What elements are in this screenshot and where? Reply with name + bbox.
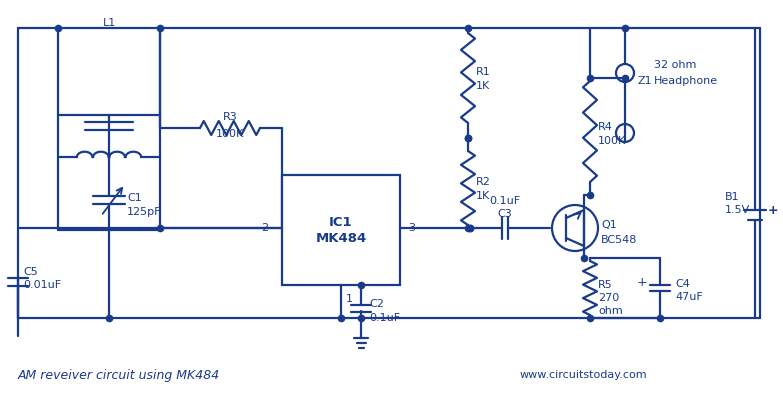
Text: 1K: 1K xyxy=(476,191,490,201)
Text: IC1: IC1 xyxy=(329,216,353,229)
Text: R4: R4 xyxy=(598,122,613,132)
Text: BC548: BC548 xyxy=(601,235,637,245)
Text: C4: C4 xyxy=(675,279,690,289)
Text: 32 ohm: 32 ohm xyxy=(654,60,696,70)
Text: 2: 2 xyxy=(261,223,268,233)
Text: MK484: MK484 xyxy=(316,231,366,245)
Text: 0.1uF: 0.1uF xyxy=(489,196,521,206)
Text: AM reveiver circuit using MK484: AM reveiver circuit using MK484 xyxy=(18,369,220,382)
Text: 0.01uF: 0.01uF xyxy=(23,280,61,290)
Text: 3: 3 xyxy=(408,223,415,233)
Text: R1: R1 xyxy=(476,67,491,77)
Text: +: + xyxy=(637,275,648,288)
Text: R5: R5 xyxy=(598,280,613,290)
Text: 1K: 1K xyxy=(476,81,490,91)
Text: B1: B1 xyxy=(725,192,740,202)
Text: 270: 270 xyxy=(598,293,619,303)
Text: L1: L1 xyxy=(103,18,116,28)
Text: +: + xyxy=(768,203,778,216)
Text: C2: C2 xyxy=(369,299,384,309)
Text: 100K: 100K xyxy=(598,135,626,145)
Text: R2: R2 xyxy=(476,177,491,187)
Text: 47uF: 47uF xyxy=(675,292,703,302)
Text: ohm: ohm xyxy=(598,306,622,316)
Text: 100K: 100K xyxy=(216,129,244,139)
Text: 1: 1 xyxy=(346,294,353,304)
Text: C3: C3 xyxy=(498,209,512,219)
Text: C1: C1 xyxy=(127,193,142,203)
Text: C5: C5 xyxy=(23,267,38,277)
Text: R3: R3 xyxy=(222,112,237,122)
Text: Q1: Q1 xyxy=(601,220,617,230)
Bar xyxy=(282,175,400,285)
Text: 125pF: 125pF xyxy=(127,207,161,217)
Text: 0.1uF: 0.1uF xyxy=(369,313,400,323)
Text: www.circuitstoday.com: www.circuitstoday.com xyxy=(520,370,648,380)
Text: 1.5V: 1.5V xyxy=(725,205,750,215)
Text: Headphone: Headphone xyxy=(654,76,718,86)
Text: Z1: Z1 xyxy=(637,76,651,86)
